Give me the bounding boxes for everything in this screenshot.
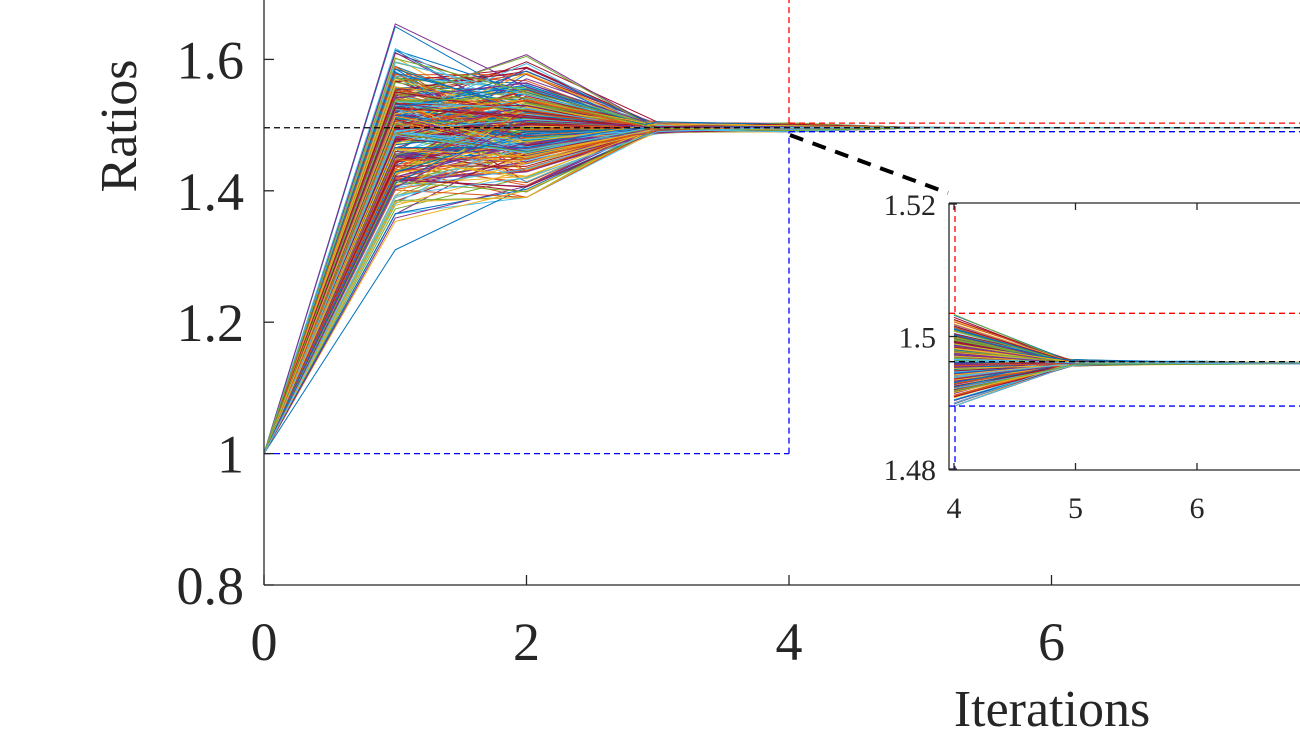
inset-y-tick-label: 1.48 <box>884 454 937 487</box>
x-tick-label: 6 <box>1038 612 1065 672</box>
inset-axes <box>948 202 1300 471</box>
y-axis-label: Ratios <box>91 60 148 193</box>
y-tick-label: 1.6 <box>177 30 245 90</box>
y-tick-label: 1.2 <box>177 293 245 353</box>
main-axes <box>263 0 1300 586</box>
y-tick-label: 1.4 <box>177 162 245 222</box>
y-tick-label: 0.8 <box>177 556 245 616</box>
x-tick-label: 0 <box>251 612 278 672</box>
x-axis-label: Iterations <box>954 681 1150 738</box>
inset-x-tick-label: 4 <box>947 492 962 525</box>
y-tick-label: 1 <box>217 425 244 485</box>
zoom-connector <box>789 133 949 195</box>
x-tick-label: 2 <box>513 612 540 672</box>
inset-y-tick-label: 1.5 <box>899 322 937 355</box>
inset-y-tick-label: 1.52 <box>884 189 937 222</box>
main-tick-labels: 0.8 1 1.2 1.4 1.6 0 2 4 6 <box>177 30 1066 672</box>
inset-reference-lines <box>949 206 1300 469</box>
inset-tick-labels: 1.48 1.5 1.52 4 5 6 <box>884 189 1205 525</box>
inset-plot: 1.48 1.5 1.52 4 5 6 <box>884 189 1300 525</box>
inset-x-tick-label: 5 <box>1068 492 1083 525</box>
main-reference-lines <box>264 0 1300 455</box>
x-tick-label: 4 <box>776 612 803 672</box>
inset-x-tick-label: 6 <box>1190 492 1205 525</box>
